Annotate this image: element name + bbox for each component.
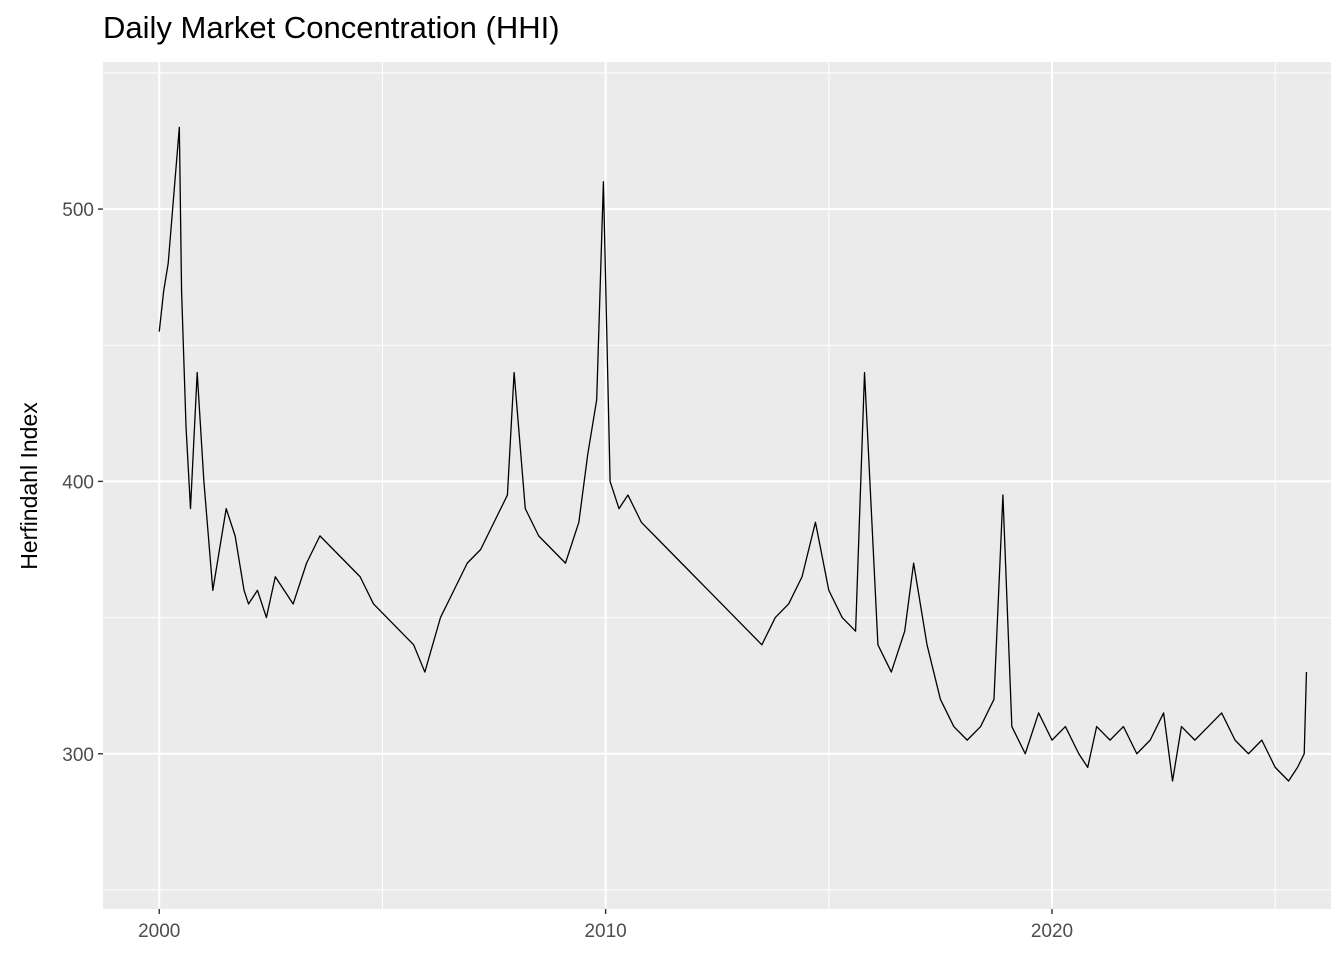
x-tick-label: 2000 [138, 921, 180, 942]
chart-title: Daily Market Concentration (HHI) [103, 10, 560, 45]
x-axis: 2000 2010 2020 [138, 909, 1073, 942]
major-gridlines [103, 62, 1331, 909]
minor-gridlines [103, 62, 1331, 909]
y-tick-label: 300 [62, 745, 94, 766]
y-tick-label: 500 [62, 200, 94, 221]
hhi-series-line [158, 126, 1308, 782]
plot-panel [103, 62, 1331, 909]
y-axis-title: Herfindahl Index [16, 402, 42, 570]
x-tick-label: 2020 [1031, 921, 1073, 942]
y-tick-label: 400 [62, 472, 94, 493]
y-axis: 300 400 500 [62, 200, 103, 766]
x-tick-label: 2010 [584, 921, 626, 942]
